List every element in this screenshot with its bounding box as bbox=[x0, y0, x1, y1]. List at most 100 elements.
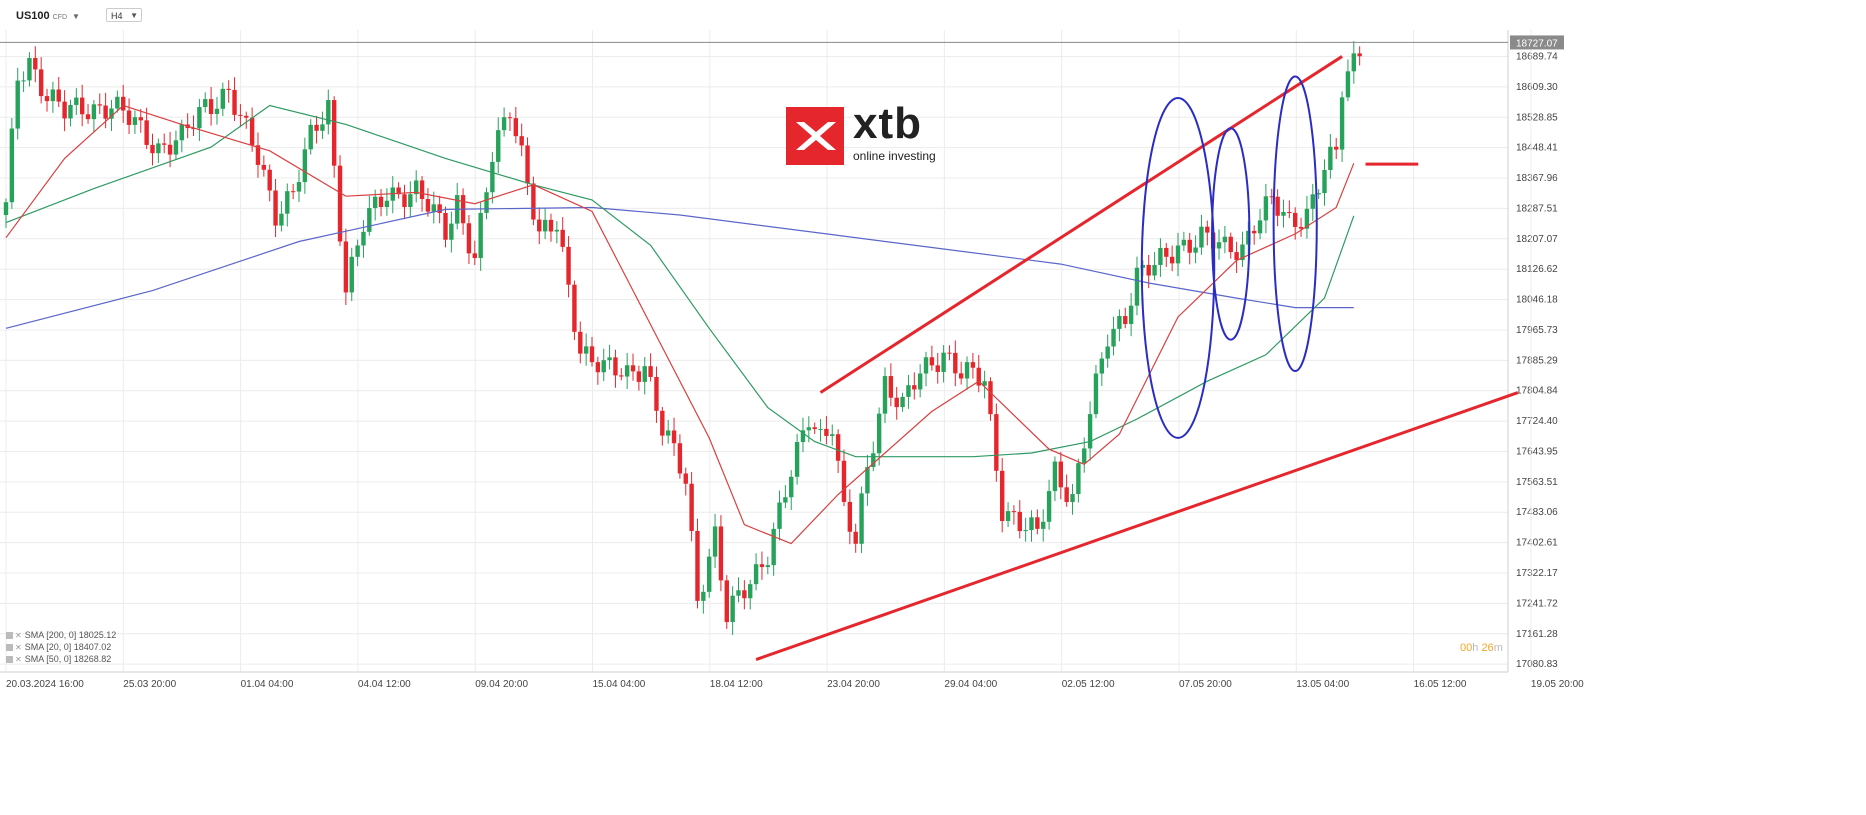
candle-body bbox=[173, 140, 179, 155]
legend-sma200[interactable]: ✕ SMA [200, 0] 18025.12 bbox=[6, 630, 116, 640]
candle-body bbox=[74, 97, 79, 105]
candle-body bbox=[1181, 239, 1187, 246]
x-tick-label: 18.04 12:00 bbox=[710, 679, 763, 690]
candle-body bbox=[1351, 53, 1356, 72]
candle-body bbox=[636, 371, 642, 382]
candle-body bbox=[994, 414, 999, 471]
trendline bbox=[819, 55, 1343, 394]
candle-body bbox=[642, 366, 647, 382]
candle-body bbox=[718, 526, 724, 581]
candle-body bbox=[1293, 212, 1298, 227]
logo-tagline: online investing bbox=[853, 149, 936, 163]
candle-body bbox=[1228, 236, 1233, 253]
candle-body bbox=[285, 191, 290, 214]
candle-body bbox=[1005, 511, 1011, 522]
candle-body bbox=[1017, 511, 1022, 532]
candle-body bbox=[1263, 196, 1269, 221]
candle-body bbox=[378, 196, 384, 207]
y-tick-label: 18689.74 bbox=[1516, 52, 1558, 63]
candle-body bbox=[1046, 491, 1052, 522]
y-tick-label: 17080.83 bbox=[1516, 659, 1558, 670]
candle-body bbox=[326, 100, 331, 125]
candle-body bbox=[384, 200, 390, 207]
candle-body bbox=[917, 373, 923, 390]
sma20-line bbox=[5, 104, 1355, 545]
candle-body bbox=[1134, 267, 1140, 306]
legend-sma20[interactable]: ✕ SMA [20, 0] 18407.02 bbox=[6, 642, 111, 652]
y-tick-label: 18046.18 bbox=[1516, 295, 1558, 306]
timeframe-selector[interactable]: H4 ▼ bbox=[106, 8, 142, 22]
candle-body bbox=[232, 89, 237, 115]
y-tick-label: 17241.72 bbox=[1516, 598, 1558, 609]
y-tick-label: 17804.84 bbox=[1516, 386, 1558, 397]
candle-body bbox=[900, 396, 905, 408]
candle-body bbox=[1281, 212, 1286, 216]
candle-body bbox=[1076, 463, 1081, 495]
candle-body bbox=[68, 104, 73, 119]
candle-body bbox=[466, 223, 472, 254]
candle-body bbox=[349, 256, 354, 293]
candle-body bbox=[525, 145, 530, 184]
candle-body bbox=[1128, 305, 1134, 324]
candle-body bbox=[777, 502, 782, 529]
symbol-selector[interactable]: US100 CFD ▼ bbox=[16, 10, 80, 22]
candle-body bbox=[748, 584, 753, 599]
candle-body bbox=[742, 590, 747, 599]
candle-body bbox=[226, 88, 231, 90]
candle-body bbox=[1251, 230, 1257, 234]
candle-body bbox=[302, 149, 308, 183]
candle-body bbox=[121, 96, 126, 111]
close-icon[interactable]: ✕ bbox=[15, 655, 22, 664]
candle-body bbox=[15, 80, 20, 129]
candle-body bbox=[531, 183, 536, 220]
annotation-circle bbox=[1272, 75, 1318, 373]
candle-body bbox=[888, 376, 894, 398]
candle-body bbox=[665, 430, 671, 436]
candle-body bbox=[396, 187, 401, 195]
x-tick-label: 25.03 20:00 bbox=[123, 679, 176, 690]
candle-body bbox=[812, 427, 817, 430]
candle-body bbox=[701, 591, 706, 601]
candle-body bbox=[1287, 212, 1292, 214]
candle-body bbox=[601, 360, 606, 373]
candle-body bbox=[835, 434, 841, 461]
close-icon[interactable]: ✕ bbox=[15, 631, 22, 640]
candle-body bbox=[33, 57, 38, 70]
candle-body bbox=[1339, 97, 1345, 150]
candle-body bbox=[50, 89, 56, 102]
candle-body bbox=[1093, 373, 1099, 415]
candle-body bbox=[449, 223, 454, 240]
candle-body bbox=[941, 352, 946, 372]
candle-body bbox=[431, 204, 436, 212]
candle-body bbox=[935, 365, 940, 372]
timeframe-label: H4 bbox=[111, 11, 123, 21]
current-price-label: 18727.07 bbox=[1516, 38, 1558, 49]
candle-body bbox=[572, 284, 577, 332]
candle-body bbox=[472, 253, 477, 259]
candle-body bbox=[361, 231, 366, 246]
candle-body bbox=[255, 145, 261, 165]
candle-body bbox=[894, 397, 899, 408]
candle-body bbox=[1187, 239, 1192, 253]
annotation-circle bbox=[1140, 96, 1216, 439]
candle-body bbox=[296, 182, 302, 192]
close-icon[interactable]: ✕ bbox=[15, 643, 22, 652]
candle-body bbox=[818, 428, 823, 430]
candle-body bbox=[712, 526, 718, 557]
y-tick-label: 17483.06 bbox=[1516, 507, 1558, 518]
candle-body bbox=[542, 219, 548, 232]
candle-body bbox=[583, 346, 589, 354]
candle-body bbox=[1158, 247, 1163, 265]
legend-sma50[interactable]: ✕ SMA [50, 0] 18268.82 bbox=[6, 654, 111, 664]
candle-body bbox=[1269, 196, 1274, 198]
candle-body bbox=[982, 381, 987, 386]
candle-body bbox=[648, 366, 653, 377]
candle-body bbox=[372, 196, 378, 209]
candle-body bbox=[964, 362, 970, 379]
x-tick-label: 02.05 12:00 bbox=[1062, 679, 1115, 690]
candle-body bbox=[548, 219, 554, 232]
candle-body bbox=[513, 118, 519, 137]
candle-body bbox=[1070, 494, 1075, 503]
candle-body bbox=[1035, 517, 1040, 529]
